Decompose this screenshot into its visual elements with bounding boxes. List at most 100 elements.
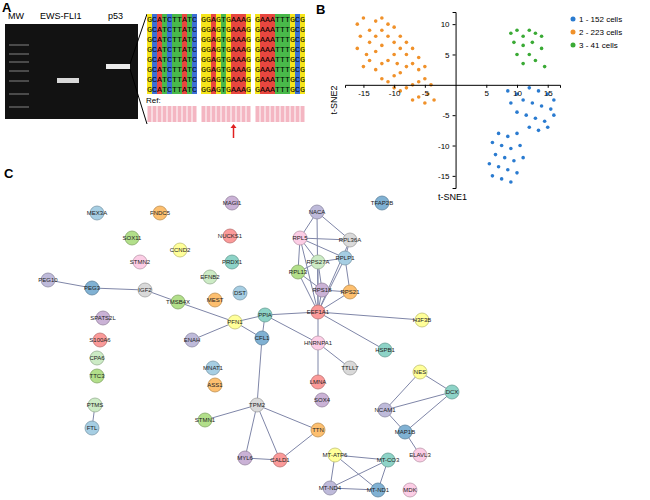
point	[362, 16, 366, 20]
point	[355, 22, 359, 26]
tick-label: 5	[485, 90, 490, 99]
point	[543, 65, 547, 69]
panel-label: C	[4, 166, 14, 181]
ref-cell	[158, 106, 162, 122]
point	[509, 31, 513, 35]
point	[537, 129, 541, 133]
point	[368, 59, 372, 63]
point	[374, 34, 378, 38]
point	[362, 65, 366, 69]
tick: 5	[445, 51, 455, 60]
network-edge	[318, 312, 422, 320]
tick: -10	[438, 142, 456, 151]
ref-cell	[247, 106, 251, 122]
ref-cell	[173, 106, 177, 122]
point	[392, 74, 396, 78]
axis-line	[453, 13, 457, 189]
gel-band	[57, 78, 79, 83]
sequence: GGAGTGAAAG	[201, 75, 251, 84]
sequence: GCATCTTATC	[147, 15, 197, 24]
point	[512, 159, 516, 163]
network-node	[255, 331, 269, 345]
ref-cell	[301, 106, 305, 122]
axis-line	[346, 85, 561, 88]
ref-cell	[266, 106, 270, 122]
point	[405, 86, 409, 90]
sequence: GGAGTGAAAG	[201, 45, 251, 54]
point	[392, 41, 396, 45]
sequence: GCATCTTATC	[147, 45, 197, 54]
legend-marker	[571, 17, 576, 22]
node-label: PRDX1	[222, 259, 243, 265]
point	[398, 71, 402, 75]
point	[527, 53, 531, 57]
point	[411, 98, 415, 102]
node-label: TTN	[312, 427, 324, 433]
sequence: GCATCTTATC	[147, 55, 197, 64]
node-label: FTL	[87, 425, 98, 431]
node-label: MDK	[403, 487, 416, 493]
point	[359, 34, 363, 38]
tick: 10	[513, 85, 522, 99]
node-label: HSPB1	[375, 347, 395, 353]
lane-label: EWS-FLI1	[40, 11, 82, 21]
node-label: MAP1B	[395, 429, 415, 435]
point	[491, 174, 495, 178]
point	[365, 53, 369, 57]
node-label: MT-ND1	[367, 487, 390, 493]
point	[534, 59, 538, 63]
point	[540, 34, 544, 38]
panel-label: B	[316, 2, 325, 17]
node-label: RPL13	[289, 269, 308, 275]
node-label: NCAM1	[374, 407, 396, 413]
point	[540, 104, 544, 108]
point	[506, 168, 510, 172]
point	[549, 107, 553, 111]
network-node	[413, 365, 427, 379]
point	[494, 153, 498, 157]
point	[405, 41, 409, 45]
tick-mark	[453, 24, 456, 25]
node-label: TFAP2B	[371, 200, 393, 206]
node-label: RPS27A	[306, 259, 329, 265]
nodes: MEX3ASOX11FNDC5MAGI1NUCKS1CCND2PRDX1NACA…	[38, 196, 459, 497]
tick-label: -5	[442, 111, 450, 120]
ref-cell	[227, 106, 231, 122]
point	[506, 135, 510, 139]
node-label: FNDC5	[150, 210, 171, 216]
x-axis: -15-10-551015	[346, 85, 561, 99]
tick: 5	[485, 85, 490, 99]
sequence: GCATCTTATC	[147, 35, 197, 44]
y-axis-title: t-SNE2	[329, 85, 339, 114]
sequence: GAAATTTGCG	[255, 85, 305, 94]
node-label: PEG3	[84, 285, 101, 291]
sequence: GAAATTTGCG	[255, 75, 305, 84]
tick-label: -10	[389, 90, 401, 99]
ref-label: Ref:	[146, 96, 161, 105]
node-label: STMN2	[130, 259, 151, 265]
y-axis: -15-10-5510	[438, 13, 456, 189]
point	[509, 147, 513, 151]
point	[531, 101, 535, 105]
point	[521, 34, 525, 38]
point	[398, 47, 402, 51]
node-label: MNAT1	[203, 365, 224, 371]
node-label: CFL1	[255, 335, 270, 341]
point	[531, 41, 535, 45]
sequence: GAAATTTGCG	[255, 45, 305, 54]
point	[534, 116, 538, 120]
node-label: H3F3B	[413, 317, 432, 323]
point	[521, 44, 525, 48]
node-label: RPL5	[292, 235, 308, 241]
node-label: MYL6	[237, 455, 253, 461]
ref-cell	[207, 106, 211, 122]
point	[521, 62, 525, 66]
ladder-band	[9, 106, 29, 108]
point	[521, 98, 525, 102]
gel	[5, 24, 138, 119]
node-label: SOX4	[314, 397, 331, 403]
node-label: MEST	[207, 297, 224, 303]
point	[395, 62, 399, 66]
network-node	[233, 286, 247, 300]
point	[386, 34, 390, 38]
